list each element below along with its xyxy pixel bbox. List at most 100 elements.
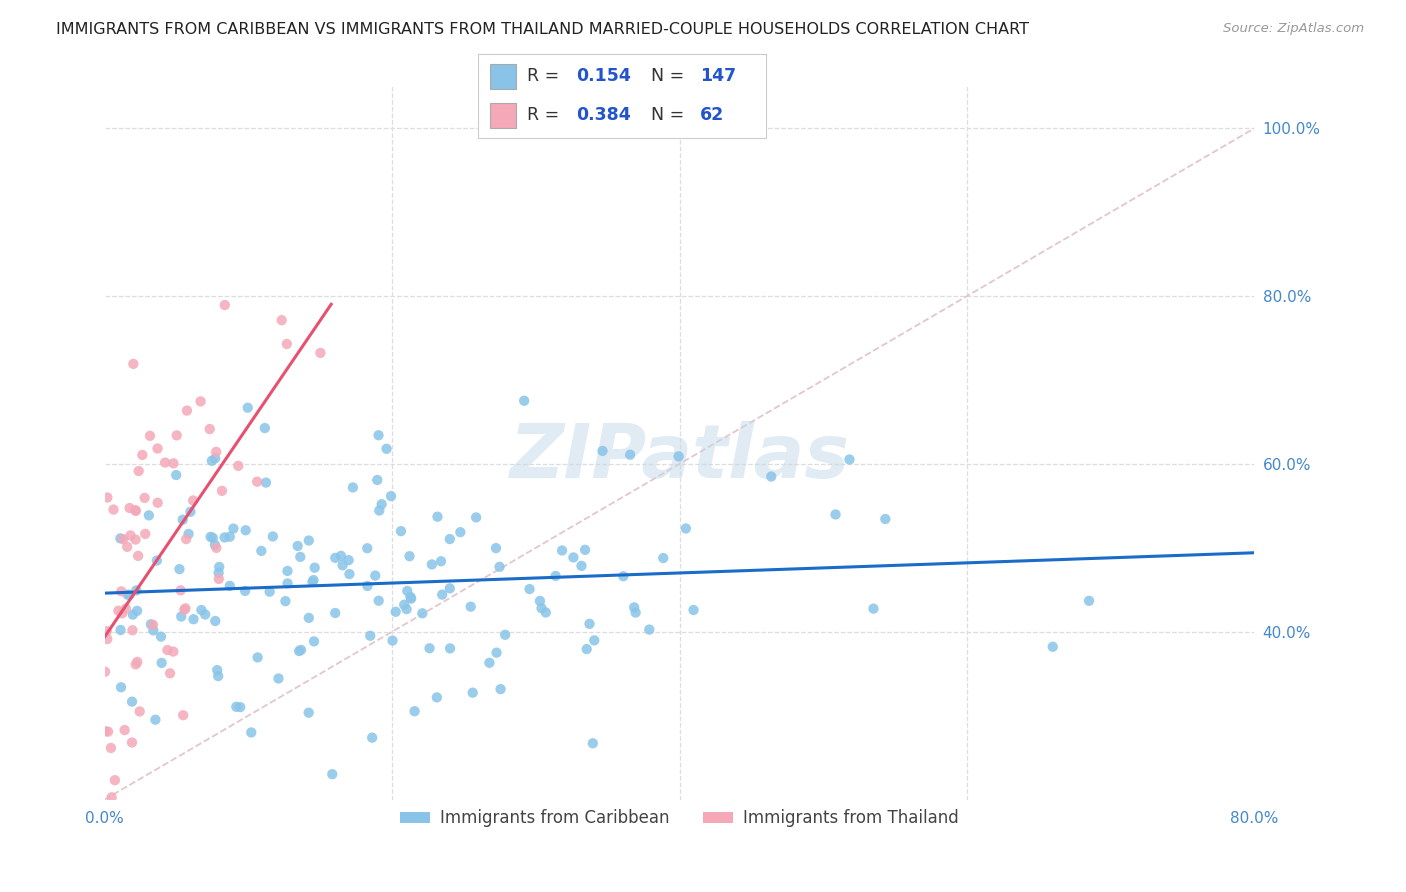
Point: [246, 475, 269, 489]
Point: [398, 549, 420, 564]
Point: [270, 313, 292, 327]
Point: [107, 604, 129, 618]
Point: [174, 601, 197, 615]
Point: [214, 298, 236, 312]
Point: [236, 401, 259, 415]
Point: [198, 422, 221, 436]
Point: [211, 483, 233, 498]
Point: [205, 541, 228, 555]
Point: [392, 598, 415, 612]
Point: [194, 607, 217, 622]
Point: [309, 346, 332, 360]
Point: [96, 632, 118, 646]
Point: [121, 607, 143, 622]
Point: [485, 646, 508, 660]
Point: [205, 445, 228, 459]
Point: [96, 491, 118, 505]
Point: [128, 705, 150, 719]
Point: [104, 773, 127, 788]
Point: [396, 584, 419, 599]
Point: [612, 569, 634, 583]
Point: [200, 530, 222, 544]
Point: [862, 601, 884, 615]
Point: [332, 558, 354, 573]
Point: [128, 464, 150, 478]
Point: [304, 560, 326, 574]
Point: [170, 609, 193, 624]
Point: [100, 790, 122, 805]
Point: [173, 603, 195, 617]
Point: [578, 616, 600, 631]
Point: [218, 579, 240, 593]
Point: [259, 584, 281, 599]
Point: [121, 695, 143, 709]
Point: [430, 554, 453, 568]
Point: [142, 624, 165, 638]
Point: [551, 543, 574, 558]
Point: [623, 600, 645, 615]
Point: [127, 604, 149, 618]
Text: R =: R =: [527, 68, 565, 86]
Point: [190, 603, 212, 617]
Point: [246, 650, 269, 665]
Point: [204, 451, 226, 466]
Point: [176, 403, 198, 417]
Point: [426, 509, 449, 524]
Point: [103, 502, 125, 516]
Point: [513, 393, 536, 408]
Text: 0.384: 0.384: [576, 106, 631, 124]
Point: [112, 532, 135, 546]
Point: [652, 551, 675, 566]
Point: [169, 583, 191, 598]
Point: [298, 706, 321, 720]
Point: [675, 521, 697, 535]
Point: [153, 456, 176, 470]
Point: [439, 582, 461, 596]
Point: [274, 594, 297, 608]
Point: [368, 503, 391, 517]
Point: [125, 504, 148, 518]
Point: [235, 523, 257, 537]
Point: [127, 655, 149, 669]
Point: [183, 612, 205, 626]
Point: [298, 611, 321, 625]
Point: [240, 725, 263, 739]
Point: [267, 672, 290, 686]
Point: [145, 713, 167, 727]
Point: [381, 633, 404, 648]
Point: [150, 656, 173, 670]
Point: [367, 428, 389, 442]
Point: [127, 549, 149, 563]
Point: [430, 588, 453, 602]
Point: [668, 450, 690, 464]
Point: [115, 540, 138, 554]
Point: [201, 531, 224, 545]
Point: [485, 541, 508, 555]
Point: [165, 468, 187, 483]
Point: [214, 530, 236, 544]
Point: [460, 599, 482, 614]
Point: [146, 553, 169, 567]
Point: [337, 553, 360, 567]
Point: [519, 582, 541, 596]
Point: [534, 606, 557, 620]
Legend: Immigrants from Caribbean, Immigrants from Thailand: Immigrants from Caribbean, Immigrants fr…: [394, 803, 966, 834]
Point: [838, 452, 860, 467]
Point: [208, 560, 231, 574]
FancyBboxPatch shape: [489, 63, 516, 89]
Point: [395, 602, 418, 616]
Point: [574, 542, 596, 557]
Point: [276, 564, 298, 578]
Point: [399, 591, 422, 606]
Point: [364, 568, 387, 582]
Point: [359, 629, 381, 643]
Point: [439, 641, 461, 656]
Point: [571, 558, 593, 573]
Text: IMMIGRANTS FROM CARIBBEAN VS IMMIGRANTS FROM THAILAND MARRIED-COUPLE HOUSEHOLDS : IMMIGRANTS FROM CARIBBEAN VS IMMIGRANTS …: [56, 22, 1029, 37]
Point: [411, 607, 433, 621]
Point: [118, 588, 141, 602]
Point: [120, 528, 142, 542]
Point: [94, 724, 117, 739]
Point: [205, 663, 228, 677]
Point: [302, 634, 325, 648]
